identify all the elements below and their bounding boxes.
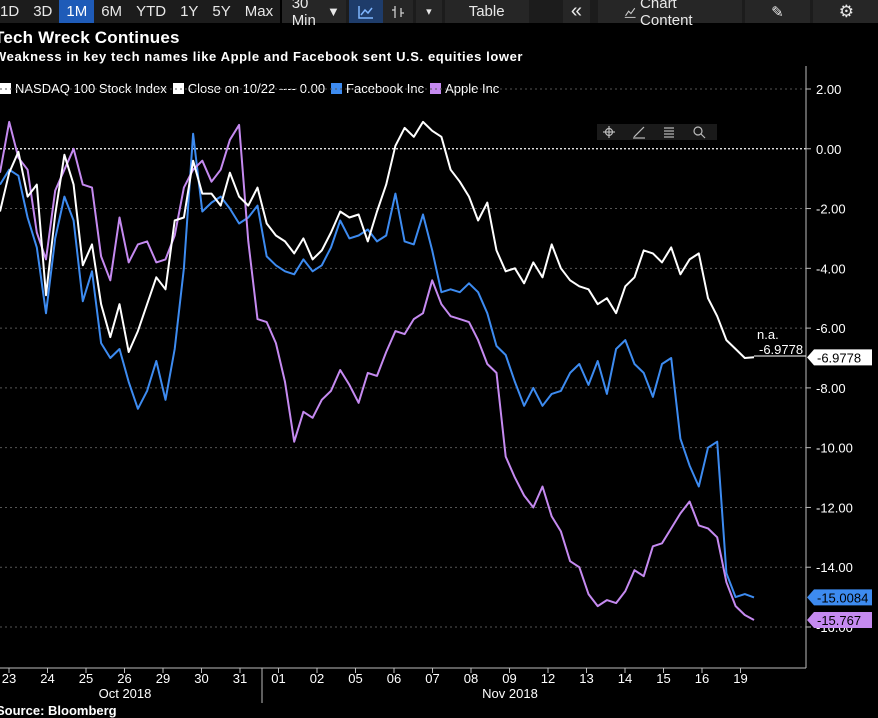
gridlines	[0, 88, 806, 628]
last-value-tag-bg	[807, 589, 872, 606]
last-value-tag-label: -15.0084	[817, 590, 868, 605]
x-tick-label: 06	[387, 671, 401, 686]
last-value-tag-nasdaq: -6.9778	[807, 349, 872, 366]
chart-tools-bar	[597, 124, 717, 140]
zoom-icon[interactable]	[693, 126, 706, 139]
more-options-dropdown[interactable]: ▾	[416, 0, 442, 23]
table-button[interactable]: Table	[444, 0, 529, 23]
x-tick-label: 13	[579, 671, 593, 686]
x-tick-label: 14	[618, 671, 632, 686]
x-tick-label: 30	[194, 671, 208, 686]
y-tick-label: 0.00	[816, 142, 841, 157]
x-tick-label: 05	[348, 671, 362, 686]
bar-chart-button[interactable]	[382, 0, 413, 23]
draw-line-icon[interactable]	[633, 126, 645, 139]
chart-subtitle: Weakness in key tech names like Apple an…	[0, 49, 524, 64]
ohlc-bars-icon	[391, 5, 404, 18]
source-note: Source: Bloomberg	[0, 703, 117, 718]
x-tick-label: 24	[40, 671, 54, 686]
last-value-tag-label: -15.767	[817, 613, 861, 628]
y-tick-label: -6.00	[816, 321, 846, 336]
range-button-1d[interactable]: 1D	[0, 3, 20, 20]
chart-content-label: Chart Content	[640, 0, 693, 29]
y-tick-label: 2.00	[816, 82, 841, 97]
range-selector: 1D 3D 1M 6M YTD 1Y 5Y Max	[0, 0, 280, 23]
range-button-1y[interactable]: 1Y	[180, 3, 199, 20]
line-chart-button[interactable]	[348, 0, 383, 23]
series-line-apple	[0, 120, 755, 621]
line-chart-icon	[358, 5, 373, 19]
range-button-6m[interactable]: 6M	[101, 3, 123, 20]
annotation-value: -6.9778	[759, 342, 803, 357]
x-tick-label: 26	[117, 671, 131, 686]
y-tick-label: -14.00	[816, 560, 853, 575]
x-tick-label: 19	[733, 671, 747, 686]
x-tick-label: 12	[541, 671, 555, 686]
x-group-label-oct: Oct 2018	[99, 686, 152, 701]
last-value-tag-apple: -15.767	[807, 612, 872, 629]
x-tick-label: 09	[502, 671, 516, 686]
x-group-label-nov: Nov 2018	[482, 686, 538, 701]
caret-down-icon: ▾	[426, 6, 432, 18]
x-tick-label: 01	[271, 671, 285, 686]
x-tick-label: 15	[656, 671, 670, 686]
chevron-down-icon: ▼	[326, 4, 340, 19]
series-line-nasdaq	[0, 120, 755, 359]
last-value-tag-bg	[807, 349, 872, 366]
chart-tools	[597, 124, 717, 140]
series-line-facebook	[0, 132, 755, 599]
annotation-na: n.a.	[757, 327, 779, 342]
y-tick-label: -8.00	[816, 381, 846, 396]
interval-dropdown[interactable]: 30 Min ▼	[281, 0, 346, 29]
legend-label-apple: Apple Inc	[445, 81, 500, 96]
last-value-tag-bg	[807, 612, 872, 629]
interval-label: 30 Min	[291, 0, 316, 29]
chart-toolbar: 1D 3D 1M 6M YTD 1Y 5Y Max 30 Min ▼ ▾ Table «	[0, 0, 878, 29]
legend-swatch-close	[172, 83, 184, 94]
double-chevron-left-icon: «	[570, 0, 582, 22]
table-label: Table	[468, 3, 505, 20]
range-button-1m[interactable]: 1M	[59, 0, 95, 23]
edit-button[interactable]: ✎	[745, 0, 810, 23]
y-tick-label: -2.00	[816, 202, 846, 217]
range-button-5y[interactable]: 5Y	[212, 3, 231, 20]
collapse-button[interactable]: «	[562, 0, 590, 23]
chart-content-button[interactable]: Chart Content	[597, 0, 742, 29]
x-tick-label: 31	[233, 671, 247, 686]
toolbar-divider	[280, 0, 282, 23]
crosshair-icon[interactable]	[603, 126, 615, 138]
last-value-tag-facebook: -15.0084	[807, 589, 872, 606]
x-tick-label: 23	[2, 671, 16, 686]
chart-legend: NASDAQ 100 Stock Index Close on 10/22 --…	[0, 81, 505, 96]
y-tick-label: -10.00	[816, 441, 853, 456]
range-button-ytd[interactable]: YTD	[136, 3, 167, 20]
x-axis: 23 24 25 26 29 30 31 01 02 05 06 07 08 09 12 13 14 15 16 19…	[2, 668, 748, 703]
y-tick-label: -4.00	[816, 261, 846, 276]
y-tick-label: -12.00	[816, 500, 853, 515]
series-lines	[0, 120, 755, 621]
x-tick-label: 08	[464, 671, 478, 686]
last-value-labels: n.a.-6.9778-6.9778-15.0084-15.767	[754, 327, 872, 629]
notes-icon[interactable]	[664, 127, 674, 138]
range-button-max[interactable]: Max	[244, 3, 274, 20]
gear-icon: ⚙	[838, 1, 854, 21]
last-value-tag-label: -6.9778	[817, 350, 861, 365]
x-tick-label: 16	[695, 671, 709, 686]
settings-button[interactable]: ⚙	[812, 0, 878, 23]
x-tick-label: 29	[156, 671, 170, 686]
chart-title: Tech Wreck Continues	[0, 28, 180, 47]
x-tick-label: 07	[425, 671, 439, 686]
chart-content-icon	[624, 7, 636, 18]
x-tick-label: 02	[310, 671, 324, 686]
plot-border	[0, 66, 807, 669]
pencil-icon: ✎	[771, 3, 784, 21]
range-button-3d[interactable]: 3D	[33, 3, 53, 20]
x-tick-label: 25	[79, 671, 93, 686]
